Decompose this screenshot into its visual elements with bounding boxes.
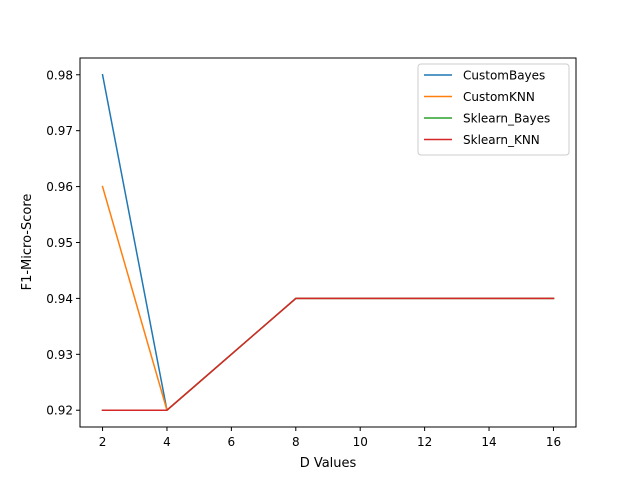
y-tick-label: 0.93 [46,348,73,362]
series-line-sklearn-knn [101,297,555,411]
y-tick-label: 0.94 [46,292,73,306]
y-axis-ticks: 0.92 0.93 0.94 0.95 0.96 0.97 0.98 [46,68,80,418]
x-tick-label: 6 [228,435,236,449]
x-axis-label: D Values [300,456,357,471]
y-tick-label: 0.97 [46,124,73,138]
legend-box [417,63,570,156]
legend-label: Sklearn_Bayes [463,112,550,126]
y-axis-label: F1-Micro-Score [20,194,35,291]
legend-label: CustomKNN [463,90,535,104]
x-tick-label: 12 [417,435,432,449]
y-tick-label: 0.98 [46,68,73,82]
series-layer [101,73,555,411]
legend-label: Sklearn_KNN [463,133,540,147]
x-axis-ticks: 2 4 6 8 10 12 14 16 [99,427,561,449]
x-tick-label: 2 [99,435,107,449]
y-tick-label: 0.96 [46,180,73,194]
x-tick-label: 8 [292,435,300,449]
y-tick-label: 0.95 [46,236,73,250]
legend-label: CustomBayes [463,69,545,83]
legend: CustomBayes CustomKNN Sklearn_Bayes Sklearn… [417,63,570,156]
x-tick-label: 16 [546,435,561,449]
plot-frame [79,57,577,428]
x-tick-label: 4 [163,435,171,449]
x-tick-label: 14 [481,435,496,449]
y-tick-label: 0.92 [46,404,73,418]
x-tick-label: 10 [353,435,368,449]
